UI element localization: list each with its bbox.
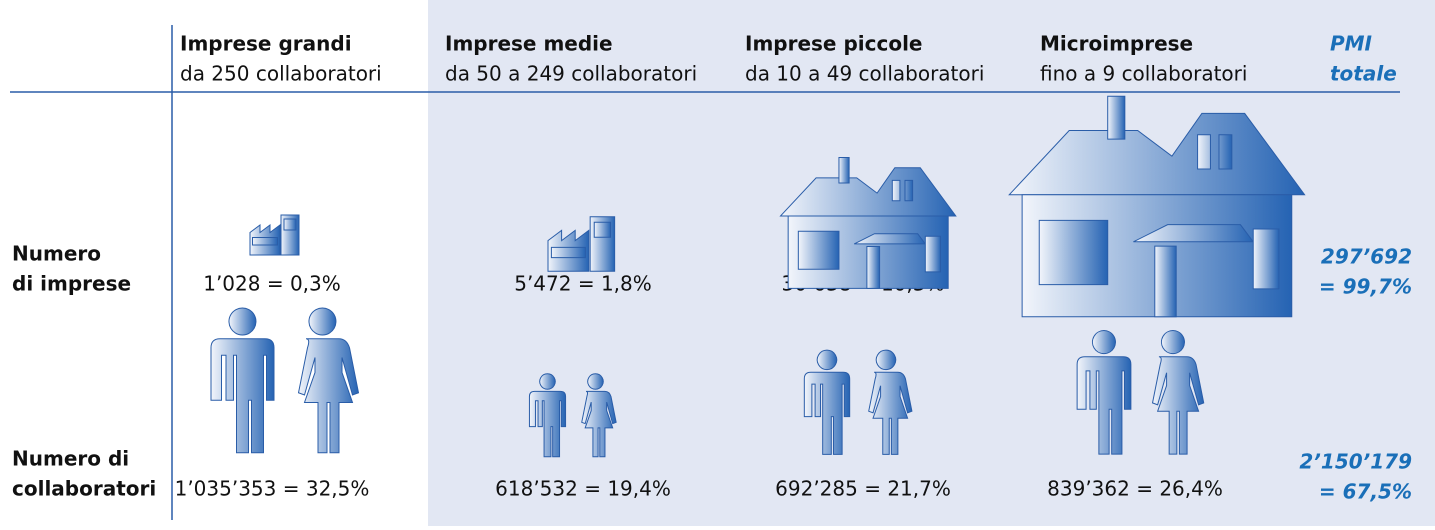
man-part bbox=[1092, 331, 1115, 354]
house-part bbox=[1253, 229, 1279, 289]
factory-part bbox=[253, 238, 278, 246]
man-part bbox=[817, 350, 836, 369]
column-title: Imprese medie bbox=[445, 32, 613, 56]
house-part bbox=[1039, 220, 1107, 284]
infographic: Imprese grandi da 250 collaboratori Impres… bbox=[0, 0, 1435, 530]
house-part bbox=[1108, 96, 1125, 139]
cell-value: 618’532 = 19,4% bbox=[495, 477, 671, 501]
woman-part bbox=[588, 374, 603, 389]
total-header: totale bbox=[1330, 62, 1397, 86]
woman-part bbox=[299, 339, 359, 453]
house-part bbox=[839, 158, 849, 183]
icon-man bbox=[211, 308, 274, 453]
icon-factory bbox=[250, 215, 299, 255]
woman-part bbox=[309, 308, 336, 335]
column-title: Microimprese bbox=[1040, 32, 1193, 56]
column-title: Imprese piccole bbox=[745, 32, 923, 56]
total-header: PMI bbox=[1330, 32, 1373, 56]
woman-part bbox=[1161, 331, 1184, 354]
total-value: = 99,7% bbox=[1319, 275, 1412, 299]
cell-value: 839’362 = 26,4% bbox=[1047, 477, 1223, 501]
icon-woman bbox=[299, 308, 359, 453]
man-part bbox=[229, 308, 256, 335]
factory-part bbox=[594, 222, 610, 237]
woman-part bbox=[876, 350, 895, 369]
total-value: = 67,5% bbox=[1319, 480, 1412, 504]
cell-value: 1’028 = 0,3% bbox=[203, 272, 341, 296]
house-part bbox=[1155, 246, 1176, 317]
house-part bbox=[867, 246, 880, 288]
column-title: Imprese grandi bbox=[180, 32, 352, 56]
factory-part bbox=[284, 219, 296, 230]
column-subtitle: fino a 9 collaboratori bbox=[1040, 62, 1247, 86]
row-label: di imprese bbox=[12, 272, 131, 296]
row-label: Numero bbox=[12, 242, 101, 266]
cell-value: 5’472 = 1,8% bbox=[514, 272, 652, 296]
man-part bbox=[211, 339, 274, 453]
column-subtitle: da 250 collaboratori bbox=[180, 62, 382, 86]
total-value: 297’692 bbox=[1321, 245, 1412, 269]
row-label: collaboratori bbox=[12, 477, 156, 501]
cell-value: 1’035’353 = 32,5% bbox=[175, 477, 370, 501]
house-part bbox=[925, 236, 940, 272]
column-subtitle: da 50 a 249 collaboratori bbox=[445, 62, 697, 86]
house-part bbox=[798, 231, 839, 269]
column-subtitle: da 10 a 49 collaboratori bbox=[745, 62, 984, 86]
cell-value: 692’285 = 21,7% bbox=[775, 477, 951, 501]
row-label: Numero di bbox=[12, 447, 129, 471]
factory-part bbox=[551, 247, 585, 257]
total-value: 2’150’179 bbox=[1299, 450, 1412, 474]
man-part bbox=[540, 374, 555, 389]
